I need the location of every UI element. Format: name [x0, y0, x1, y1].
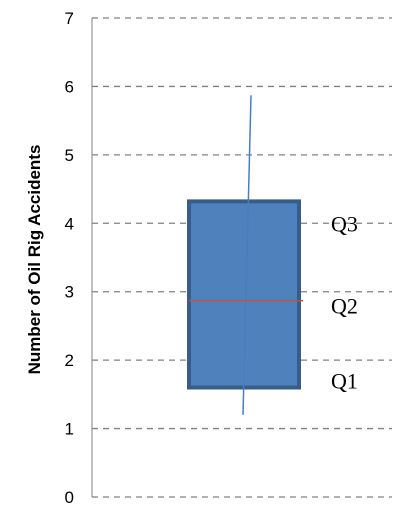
gridlines [92, 17, 392, 498]
annotation-q2: Q2 [331, 293, 358, 318]
box-group [187, 95, 303, 415]
y-axis-label: Number of Oil Rig Accidents [25, 145, 44, 375]
y-tick-label-0: 0 [65, 488, 74, 507]
y-tick-label-7: 7 [65, 9, 74, 28]
y-tick-label-4: 4 [65, 214, 74, 233]
annotation-q3: Q3 [331, 211, 358, 236]
quartile-annotations: Q3 Q2 Q1 [331, 211, 358, 393]
whisker-line [242, 95, 252, 415]
y-tick-label-5: 5 [65, 146, 74, 165]
annotation-q1: Q1 [331, 369, 358, 394]
y-tick-labels: 0 1 2 3 4 5 6 7 [65, 9, 74, 507]
y-tick-label-6: 6 [65, 77, 74, 96]
y-tick-label-2: 2 [65, 351, 74, 370]
y-tick-label-1: 1 [65, 420, 74, 439]
y-tick-label-3: 3 [65, 283, 74, 302]
